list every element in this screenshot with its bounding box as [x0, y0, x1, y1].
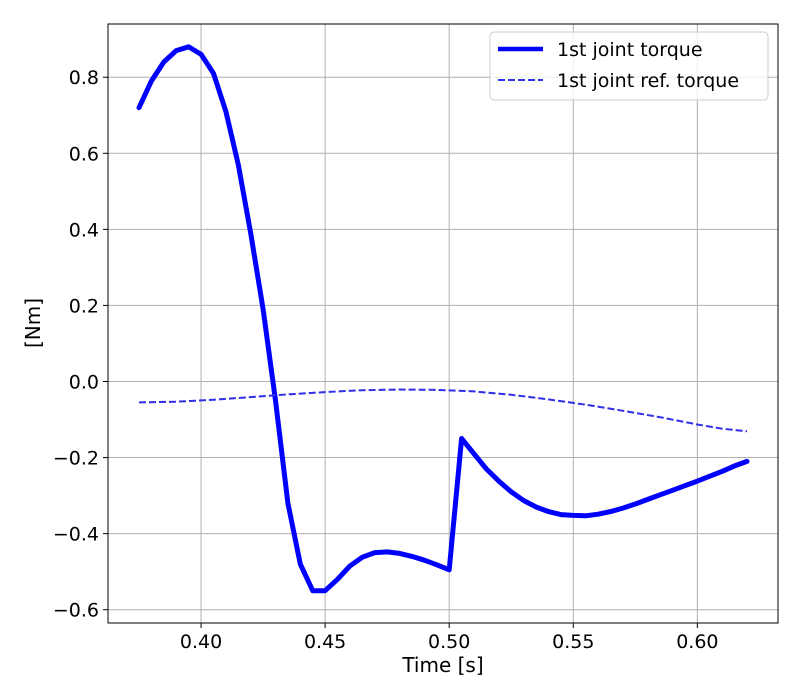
y-tick-label: 0.8 [69, 67, 99, 89]
y-axis-label: [Nm] [21, 298, 45, 348]
plot-frame [107, 23, 779, 624]
legend-label-ref-torque: 1st joint ref. torque [557, 70, 739, 92]
y-tick-label: 0.2 [69, 295, 99, 317]
y-tick-label: −0.6 [53, 600, 99, 622]
legend-label-torque: 1st joint torque [557, 39, 703, 61]
y-tick-label: 0.6 [69, 143, 99, 165]
y-tick-label: −0.2 [53, 448, 99, 470]
series-line-ref-torque [138, 388, 748, 433]
x-tick-label: 0.60 [676, 631, 718, 653]
x-tick-label: 0.55 [552, 631, 594, 653]
legend: 1st joint torque 1st joint ref. torque [489, 31, 769, 101]
y-tick-label: 0.0 [69, 371, 99, 393]
x-axis-label: Time [s] [401, 653, 483, 677]
x-tick-label: 0.50 [428, 631, 470, 653]
x-tick-label: 0.40 [180, 631, 222, 653]
x-tick-label: 0.45 [304, 631, 346, 653]
y-tick-label: −0.4 [53, 524, 99, 546]
legend-box [489, 31, 769, 101]
series-layer [136, 44, 750, 594]
axis-ticks: 0.40 0.45 0.50 0.55 0.60 −0.6 −0.4 −0.2 0.0 0.2 0.… [53, 67, 719, 653]
y-tick-label: 0.4 [69, 219, 99, 241]
series-line-torque [136, 44, 750, 594]
